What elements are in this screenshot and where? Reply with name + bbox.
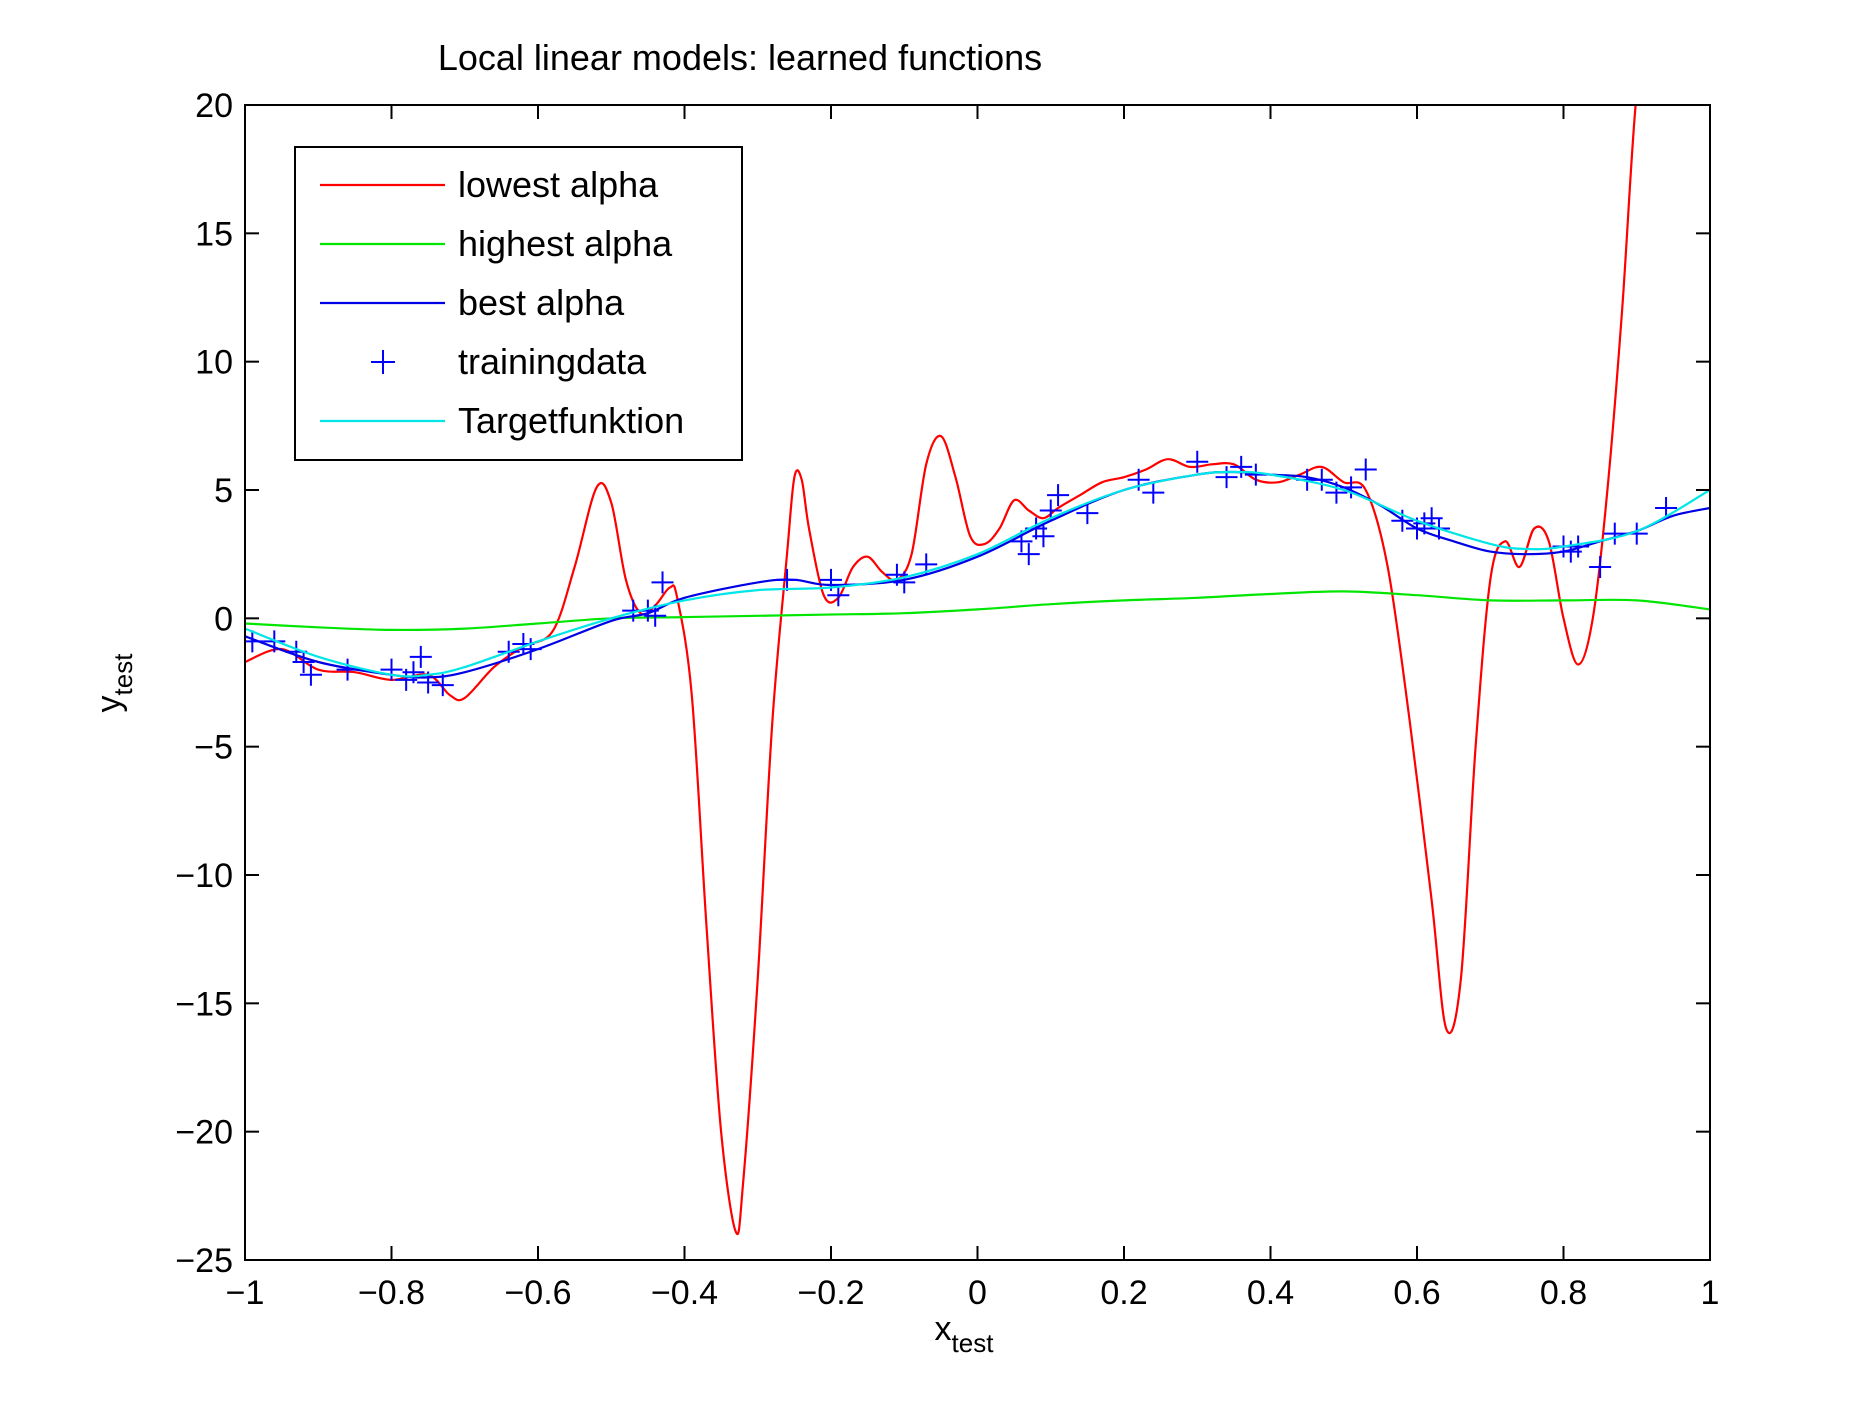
legend-item-targetfunktion: Targetfunktion — [320, 400, 684, 441]
data-point — [402, 661, 425, 684]
legend-item-trainingdata: trainingdata — [371, 341, 647, 382]
data-point — [1589, 556, 1612, 578]
y-tick-label: −10 — [175, 857, 233, 895]
data-point — [1340, 476, 1363, 499]
x-axis-label-main: x — [935, 1310, 952, 1348]
legend: lowest alpha highest alpha best alpha train… — [294, 146, 743, 461]
data-point — [893, 571, 916, 594]
y-tick-label: 0 — [214, 600, 233, 638]
data-point — [1017, 543, 1040, 566]
data-point — [336, 658, 359, 681]
series-line-lowest-alpha — [245, 105, 1637, 1236]
data-point — [431, 674, 454, 697]
series-layer — [245, 105, 1710, 1236]
x-tick-label: 0.2 — [1100, 1274, 1147, 1312]
legend-item-lowest-alpha: lowest alpha — [320, 164, 659, 205]
legend-label: best alpha — [458, 282, 625, 323]
x-tick-label: −0.4 — [651, 1274, 718, 1312]
data-point — [1142, 481, 1165, 504]
x-tick-label: −0.2 — [797, 1274, 864, 1312]
legend-label: Targetfunktion — [458, 400, 684, 441]
data-point — [519, 638, 542, 661]
x-tick-label: 0.4 — [1247, 1274, 1294, 1312]
y-tick-label: −15 — [175, 985, 233, 1023]
svg-text:xtest: xtest — [935, 1310, 995, 1358]
y-tick-label: −25 — [175, 1242, 233, 1280]
data-point — [1603, 522, 1626, 545]
y-axis-label-main: y — [90, 695, 128, 712]
x-tick-label: 0.8 — [1540, 1274, 1587, 1312]
y-tick-label: 20 — [195, 87, 233, 125]
data-point — [776, 568, 799, 591]
data-point — [299, 663, 322, 686]
y-tick-label: −20 — [175, 1114, 233, 1152]
data-point — [1230, 455, 1253, 478]
data-point — [1325, 481, 1348, 504]
x-axis-label: xtest — [935, 1310, 995, 1358]
legend-item-highest-alpha: highest alpha — [320, 223, 673, 264]
svg-text:ytest: ytest — [90, 653, 138, 713]
data-point — [380, 658, 403, 681]
y-tick-label: 15 — [195, 215, 233, 253]
legend-item-best-alpha: best alpha — [320, 282, 625, 323]
data-point — [245, 630, 264, 653]
x-tick-label: 0.6 — [1393, 1274, 1440, 1312]
x-tick-label: 0 — [968, 1274, 987, 1312]
x-tick-label: 1 — [1701, 1274, 1720, 1312]
y-tick-label: 5 — [214, 472, 233, 510]
x-axis-label-sub: test — [952, 1328, 995, 1358]
x-tick-label: −1 — [226, 1274, 265, 1312]
chart-title: Local linear models: learned functions — [438, 37, 1042, 78]
legend-swatch — [371, 350, 395, 374]
data-point — [1391, 509, 1414, 532]
y-axis-label: ytest — [90, 653, 138, 713]
x-tick-label: −0.8 — [358, 1274, 425, 1312]
data-point — [1215, 466, 1238, 489]
data-point — [1032, 525, 1055, 548]
data-point — [1354, 458, 1377, 481]
data-point — [1076, 502, 1099, 525]
data-point — [409, 645, 432, 668]
tick-layer: −1 −0.8 −0.6 −0.4 −0.2 0 0.2 0.4 0.6 0.8 1 −25 −20 −1… — [175, 87, 1719, 1312]
legend-label: lowest alpha — [458, 164, 659, 205]
data-point — [1047, 484, 1070, 507]
y-tick-label: 10 — [195, 344, 233, 382]
y-axis-label-sub: test — [108, 653, 138, 696]
data-point — [1310, 468, 1333, 491]
x-tick-label: −0.6 — [504, 1274, 571, 1312]
y-tick-label: −5 — [194, 729, 233, 767]
data-point — [651, 571, 674, 594]
legend-label: trainingdata — [458, 341, 647, 382]
series-line-targetfunktion — [245, 470, 1710, 678]
data-point — [292, 650, 315, 673]
data-point — [1010, 530, 1033, 553]
series-line-highest-alpha — [245, 590, 1710, 632]
legend-label: highest alpha — [458, 223, 673, 264]
data-point — [644, 604, 667, 627]
data-point — [1186, 450, 1209, 473]
